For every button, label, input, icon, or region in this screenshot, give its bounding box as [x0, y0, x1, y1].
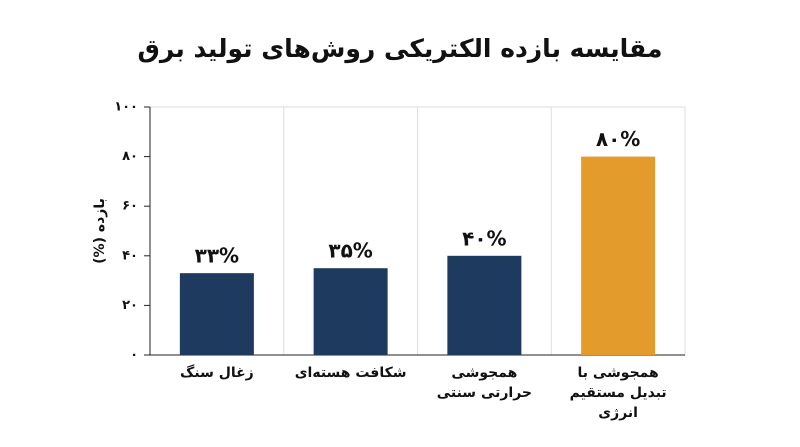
x-tick-label: شکافت هسته‌ای: [294, 365, 407, 381]
value-label: ۳۳%: [195, 244, 239, 268]
bar: [447, 255, 522, 355]
y-tick-label: ۱۰۰: [114, 100, 138, 115]
y-tick-label: ۸۰: [122, 149, 138, 164]
y-axis-label: بازده (%): [92, 198, 108, 264]
y-tick-label: ۲۰: [122, 298, 138, 313]
y-tick-label: ۴۰: [122, 248, 138, 263]
value-label: ۴۰%: [462, 226, 506, 250]
x-tick-label: همجوشی با تبدیل مستقیم انرژی: [569, 365, 667, 421]
x-tick-label: زغال سنگ: [180, 365, 254, 381]
y-tick-label: ۰: [130, 348, 138, 363]
chart-title: مقایسه بازده الکتریکی روش‌های تولید برق: [137, 34, 662, 64]
bar: [581, 156, 656, 355]
value-label: ۳۵%: [328, 239, 372, 263]
bar: [179, 273, 254, 355]
value-label: ۸۰%: [596, 127, 640, 151]
y-tick-label: ۶۰: [122, 199, 138, 214]
x-tick-label: همجوشی حرارتی سنتی: [436, 365, 533, 401]
bar: [313, 268, 388, 355]
